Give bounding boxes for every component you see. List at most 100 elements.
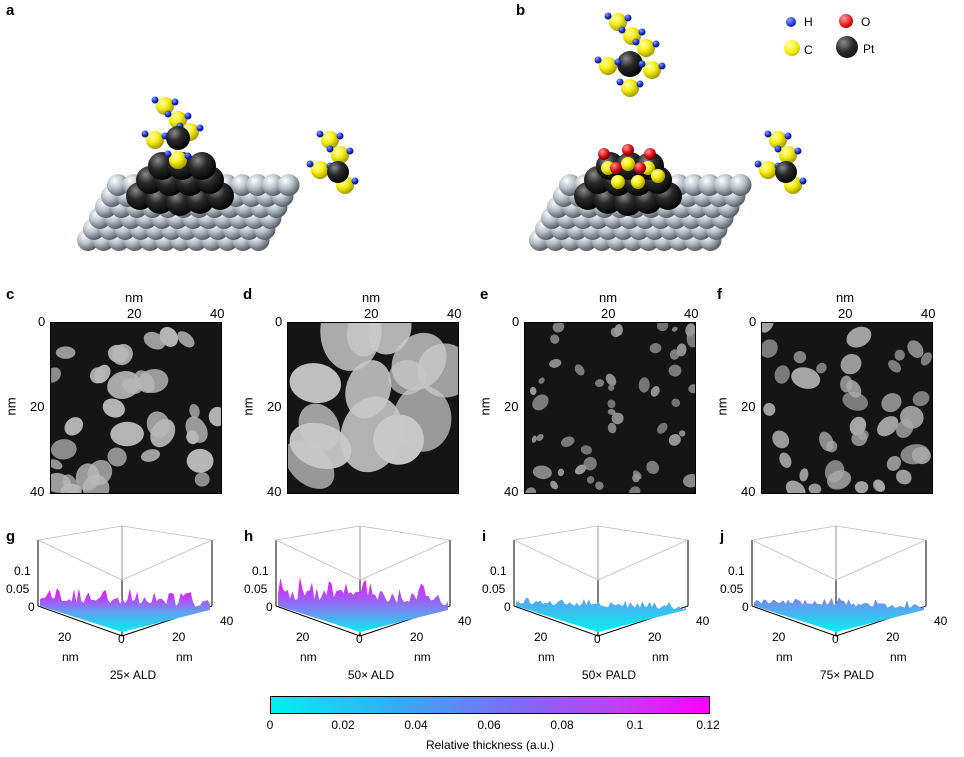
carbon-atom — [759, 161, 777, 179]
z-tick-0.1: 0.1 — [252, 564, 269, 578]
x-tick-20: 20 — [772, 630, 786, 644]
nanoparticle — [51, 439, 77, 460]
nanoparticle — [607, 399, 616, 409]
colorbar-tick-label: 0.06 — [477, 718, 501, 732]
surface-panel-j: j 0.1 0.05 0 20 0 20 40 nm nm 75× PALD — [720, 525, 956, 688]
left-axis-label: nm — [3, 397, 19, 416]
nanoparticle — [388, 359, 426, 395]
nanoparticle — [549, 358, 562, 368]
pt-atom — [775, 161, 797, 183]
stem-panel-c: c nm 20 40 0 20 40 nm — [3, 286, 236, 506]
x-tick-0: 0 — [594, 632, 601, 646]
z-tick-0.1: 0.1 — [728, 564, 745, 578]
nanoparticle — [102, 398, 125, 418]
surface-panel-g: g 0.1 0.05 0 20 0 20 40 nm nm 25× ALD — [6, 525, 242, 688]
axis-line — [121, 539, 213, 581]
atom-legend: H O C Pt — [784, 14, 924, 66]
pt-substrate-atom — [729, 174, 752, 196]
nanoparticle — [140, 449, 161, 462]
sample-caption: 25× ALD — [109, 668, 157, 682]
carbon-atom — [599, 57, 617, 75]
hydrogen-atom — [658, 62, 666, 70]
nanoparticle — [886, 455, 902, 471]
top-tick-20: 20 — [601, 306, 616, 321]
y-tick-40: 40 — [220, 614, 234, 628]
carbon-atom — [311, 161, 329, 179]
surface-panel-i: i 0.1 0.05 0 20 0 20 40 nm nm 50× PALD — [482, 525, 718, 688]
axis-line — [597, 539, 689, 581]
z-tick-0.05: 0.05 — [482, 582, 506, 596]
nanoparticle — [683, 473, 695, 488]
nanoparticle — [532, 465, 552, 480]
top-tick-40: 40 — [447, 306, 462, 321]
thickness-surface — [754, 597, 924, 632]
left-axis-label: nm — [477, 397, 493, 416]
thickness-surface — [516, 597, 686, 632]
nanoparticle — [872, 479, 885, 492]
left-tick-0: 0 — [512, 314, 520, 329]
nanoparticle — [907, 340, 924, 358]
nanoparticle — [583, 456, 597, 471]
panel-label-a: a — [6, 2, 15, 19]
hydrogen-atom — [336, 132, 344, 140]
left-tick-20: 20 — [504, 399, 519, 414]
surface-panel-h: h 0.1 0.05 0 20 0 20 40 nm nm 50× ALD — [244, 525, 480, 688]
nanoparticle — [194, 472, 210, 487]
top-tick-40: 40 — [210, 306, 225, 321]
hydrogen-atom — [638, 60, 646, 68]
nanoparticle — [417, 343, 458, 398]
panel-label-f: f — [717, 286, 722, 303]
hydrogen-atom — [184, 152, 192, 160]
pt-substrate-atom — [683, 174, 705, 196]
nanoparticle — [793, 350, 807, 364]
pt-atom — [166, 126, 190, 150]
pt-substrate-atom — [246, 174, 269, 196]
stem-image — [761, 322, 933, 494]
nanoparticle — [550, 334, 560, 344]
z-tick-0.05: 0.05 — [6, 582, 30, 596]
hydrogen-atom — [799, 177, 807, 185]
nanoparticle — [632, 470, 642, 480]
stem-panel-f: f nm 20 40 0 20 40 nm — [715, 286, 947, 506]
carbon-atom — [146, 131, 164, 149]
nanoparticle — [208, 406, 221, 427]
hydrogen-atom — [624, 14, 632, 22]
nanoparticle — [629, 486, 641, 493]
y-tick-40: 40 — [696, 614, 710, 628]
y-tick-40: 40 — [458, 614, 472, 628]
stem-image — [287, 322, 459, 494]
y-axis-label: nm — [176, 650, 193, 664]
nanoparticle — [849, 416, 867, 436]
nanoparticle — [557, 468, 565, 477]
nanoparticle — [552, 323, 565, 333]
nanoparticle — [536, 434, 544, 441]
x-axis-label: nm — [62, 650, 79, 664]
panel-label-c: c — [6, 286, 15, 303]
axis-line — [37, 605, 123, 637]
nanoparticle — [896, 469, 912, 485]
thickness-surface — [278, 576, 448, 632]
nanoparticle — [650, 386, 660, 397]
hydrogen-atom — [632, 38, 640, 46]
top-tick-40: 40 — [921, 306, 936, 321]
nanoparticle — [772, 430, 790, 449]
nanoparticle — [671, 326, 678, 332]
carbon-atom — [779, 146, 797, 164]
nanoparticle — [289, 363, 341, 404]
y-tick-20: 20 — [648, 630, 662, 644]
panel-label-h: h — [244, 528, 254, 545]
x-axis-label: nm — [538, 650, 555, 664]
axis-line — [513, 539, 599, 581]
nanoparticle — [785, 480, 806, 493]
axis-line — [275, 525, 361, 541]
carbon-atom — [331, 146, 349, 164]
nanoparticle — [89, 367, 106, 384]
nanoparticle — [368, 323, 412, 355]
hydrogen-atom — [151, 96, 159, 104]
colorbar-label: Relative thickness (a.u.) — [425, 738, 555, 752]
hydrogen-atom — [306, 160, 314, 168]
y-axis-label: nm — [652, 650, 669, 664]
nanoparticle — [791, 367, 821, 389]
panel-label-i: i — [482, 528, 487, 545]
nanoparticle — [920, 352, 932, 366]
